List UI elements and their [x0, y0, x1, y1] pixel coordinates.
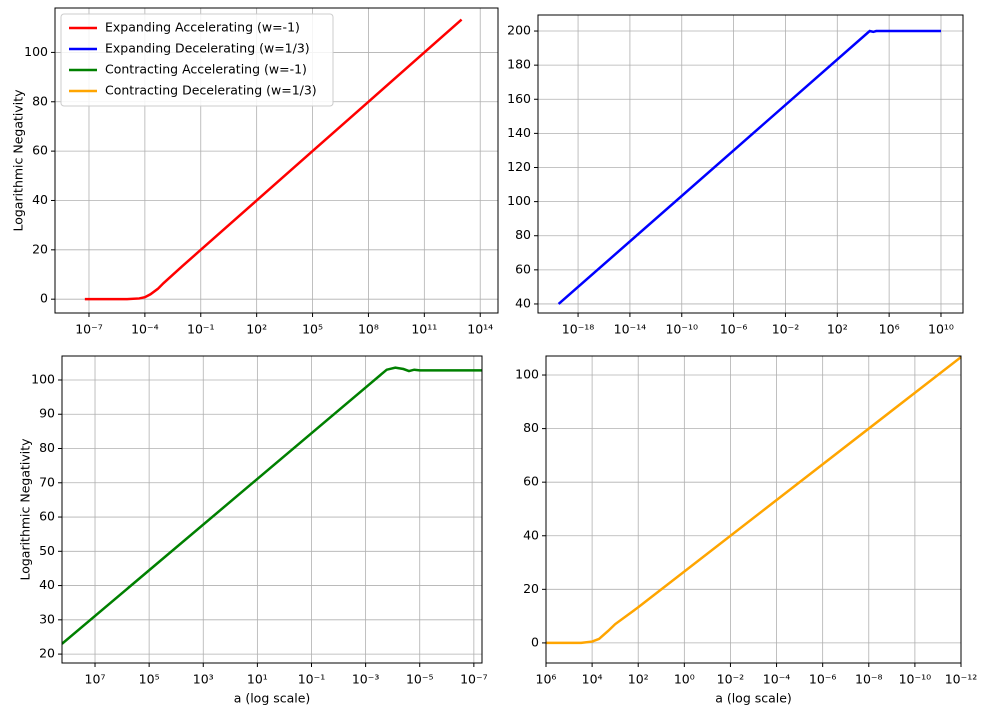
- y-tick-label: 20: [32, 241, 48, 256]
- axes-frame: [54, 7, 499, 314]
- x-tick-label: 10¹: [247, 672, 268, 687]
- y-tick-label: 20: [39, 646, 55, 661]
- y-tick-label: 60: [515, 261, 531, 276]
- y-tick-label: 100: [31, 371, 55, 386]
- y-tick-label: 50: [39, 543, 55, 558]
- x-tick-label: 10⁻²: [717, 672, 745, 687]
- legend-box: [60, 13, 334, 107]
- x-tick-label: 10⁰: [674, 672, 695, 687]
- x-tick-label: 10¹¹: [411, 322, 437, 337]
- y-tick-label: 100: [507, 193, 531, 208]
- y-axis-label: Logarithmic Negativity: [11, 89, 26, 232]
- y-tick-label: 40: [32, 192, 48, 207]
- x-tick-label: 10²: [246, 322, 267, 337]
- legend-label: Expanding Decelerating (w=1/3): [105, 41, 310, 56]
- plot-area: [62, 366, 482, 645]
- axes-frame: [537, 14, 964, 314]
- y-tick-label: 200: [507, 23, 531, 38]
- x-tick-label: 10⁻⁷: [75, 322, 103, 337]
- y-tick-label: 20: [523, 581, 539, 596]
- data-line: [546, 356, 961, 645]
- y-tick-label: 30: [39, 611, 55, 626]
- y-tick-label: 90: [39, 406, 55, 421]
- x-tick-label: 10¹⁰: [928, 322, 954, 337]
- plot-area: [546, 356, 961, 645]
- x-tick-label: 10⁻³: [352, 672, 380, 687]
- y-tick-label: 100: [24, 44, 48, 59]
- plot-area: [557, 29, 941, 305]
- y-tick-label: 80: [515, 227, 531, 242]
- x-tick-label: 10⁵: [302, 322, 323, 337]
- y-tick-label: 80: [39, 440, 55, 455]
- y-tick-label: 120: [507, 159, 531, 174]
- x-axis-label: a (log scale): [234, 691, 311, 706]
- data-line: [557, 29, 941, 305]
- y-tick-label: 40: [515, 295, 531, 310]
- x-tick-label: 10⁷: [85, 672, 106, 687]
- x-tick-label: 10²: [628, 672, 649, 687]
- y-tick-label: 60: [32, 143, 48, 158]
- y-tick-label: 140: [507, 125, 531, 140]
- x-tick-label: 10⁻¹: [298, 672, 326, 687]
- y-tick-label: 0: [40, 291, 48, 306]
- axes-frame: [61, 355, 483, 664]
- y-tick-label: 0: [531, 634, 539, 649]
- plot-area: [84, 18, 463, 301]
- x-tick-label: 10⁶: [536, 672, 557, 687]
- x-tick-label: 10⁻¹: [187, 322, 215, 337]
- legend-label: Contracting Decelerating (w=1/3): [105, 83, 317, 98]
- y-tick-label: 60: [523, 474, 539, 489]
- legend-label: Contracting Accelerating (w=-1): [105, 62, 307, 77]
- x-tick-label: 10⁻⁸: [855, 672, 883, 687]
- axes-frame: [545, 355, 962, 664]
- x-tick-label: 10⁻⁴: [131, 322, 159, 337]
- x-tick-label: 10¹⁴: [467, 322, 493, 337]
- y-tick-label: 80: [32, 93, 48, 108]
- x-axis-label: a (log scale): [715, 691, 792, 706]
- x-tick-label: 10⁻¹⁴: [614, 322, 647, 337]
- x-tick-label: 10⁵: [139, 672, 160, 687]
- x-tick-label: 10⁻⁶: [809, 672, 837, 687]
- y-tick-label: 40: [39, 577, 55, 592]
- y-tick-label: 70: [39, 474, 55, 489]
- y-tick-label: 60: [39, 509, 55, 524]
- legend-label: Expanding Accelerating (w=-1): [105, 20, 300, 35]
- y-tick-label: 160: [507, 91, 531, 106]
- x-tick-label: 10³: [193, 672, 214, 687]
- x-tick-label: 10⁻¹²: [945, 672, 978, 687]
- x-tick-label: 10⁻⁵: [406, 672, 434, 687]
- x-tick-label: 10⁶: [879, 322, 900, 337]
- y-tick-label: 100: [515, 367, 539, 382]
- x-tick-label: 10⁻¹⁰: [899, 672, 932, 687]
- x-tick-label: 10⁻¹⁰: [665, 322, 698, 337]
- data-line: [62, 366, 482, 645]
- x-tick-label: 10⁻⁴: [763, 672, 791, 687]
- data-line: [84, 18, 463, 301]
- x-tick-label: 10⁻²: [772, 322, 800, 337]
- x-tick-label: 10²: [827, 322, 848, 337]
- y-axis-label: Logarithmic Negativity: [18, 438, 33, 581]
- x-tick-label: 10⁸: [358, 322, 379, 337]
- y-tick-label: 40: [523, 527, 539, 542]
- y-tick-label: 80: [523, 420, 539, 435]
- x-tick-label: 10⁻⁷: [460, 672, 488, 687]
- x-tick-label: 10⁻⁶: [720, 322, 748, 337]
- x-tick-label: 10⁴: [582, 672, 603, 687]
- x-tick-label: 10⁻¹⁸: [562, 322, 595, 337]
- y-tick-label: 180: [507, 57, 531, 72]
